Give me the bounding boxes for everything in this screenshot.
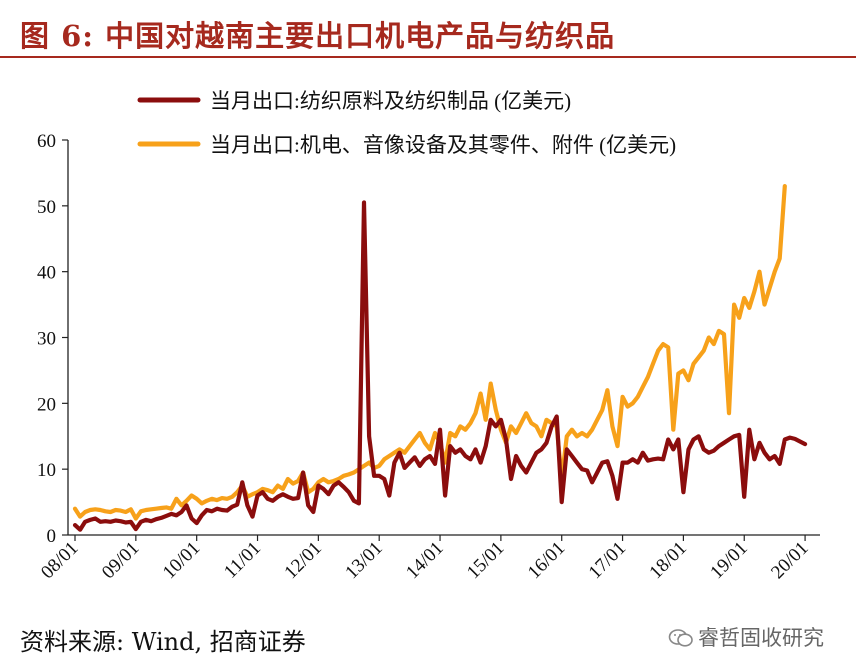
y-tick-label: 40: [37, 263, 56, 284]
y-tick-label: 30: [37, 329, 56, 350]
x-tick-label: 17/01: [585, 538, 630, 583]
x-tick-label: 18/01: [645, 538, 690, 583]
x-tick-label: 12/01: [280, 538, 325, 583]
y-tick-label: 50: [37, 197, 56, 218]
watermark: 睿哲固收研究: [668, 622, 824, 652]
x-tick-label: 11/01: [220, 538, 265, 583]
source-note: 资料来源: Wind, 招商证券: [20, 628, 306, 656]
legend-label-textile: 当月出口:纺织原料及纺织制品 (亿美元): [210, 89, 571, 113]
y-tick-label: 0: [47, 526, 57, 547]
line-chart: 当月出口:纺织原料及纺织制品 (亿美元) 当月出口:机电、音像设备及其零件、附件…: [37, 89, 820, 583]
y-tick-label: 20: [37, 394, 56, 415]
legend-label-electromech: 当月出口:机电、音像设备及其零件、附件 (亿美元): [210, 133, 676, 157]
x-tick-label: 08/01: [37, 538, 82, 583]
title-divider: [0, 56, 856, 58]
series-line-electromech: [72, 183, 787, 521]
y-tick-label: 10: [37, 460, 56, 481]
chart-axes: 0 10 20 30 40 50 60 08/01 09/01 10/01 11/01 12/01 13…: [37, 131, 820, 583]
x-tick-label: 20/01: [767, 538, 812, 583]
chart-series: [72, 183, 808, 532]
wechat-icon: [668, 629, 693, 647]
x-tick-label: 09/01: [98, 538, 143, 583]
x-tick-label: 16/01: [524, 538, 569, 583]
x-tick-label: 19/01: [706, 538, 751, 583]
x-tick-label: 14/01: [402, 538, 447, 583]
y-tick-label: 60: [37, 131, 56, 152]
chart-legend: 当月出口:纺织原料及纺织制品 (亿美元) 当月出口:机电、音像设备及其零件、附件…: [137, 89, 676, 157]
series-line-textile: [72, 200, 808, 532]
x-tick-label: 10/01: [159, 538, 204, 583]
title-row: 图 6: 中国对越南主要出口机电产品与纺织品: [0, 0, 856, 58]
watermark-text: 睿哲固收研究: [698, 626, 824, 650]
x-tick-label: 15/01: [463, 538, 508, 583]
x-tick-label: 13/01: [341, 538, 386, 583]
figure-title: 图 6: 中国对越南主要出口机电产品与纺织品: [20, 19, 616, 53]
